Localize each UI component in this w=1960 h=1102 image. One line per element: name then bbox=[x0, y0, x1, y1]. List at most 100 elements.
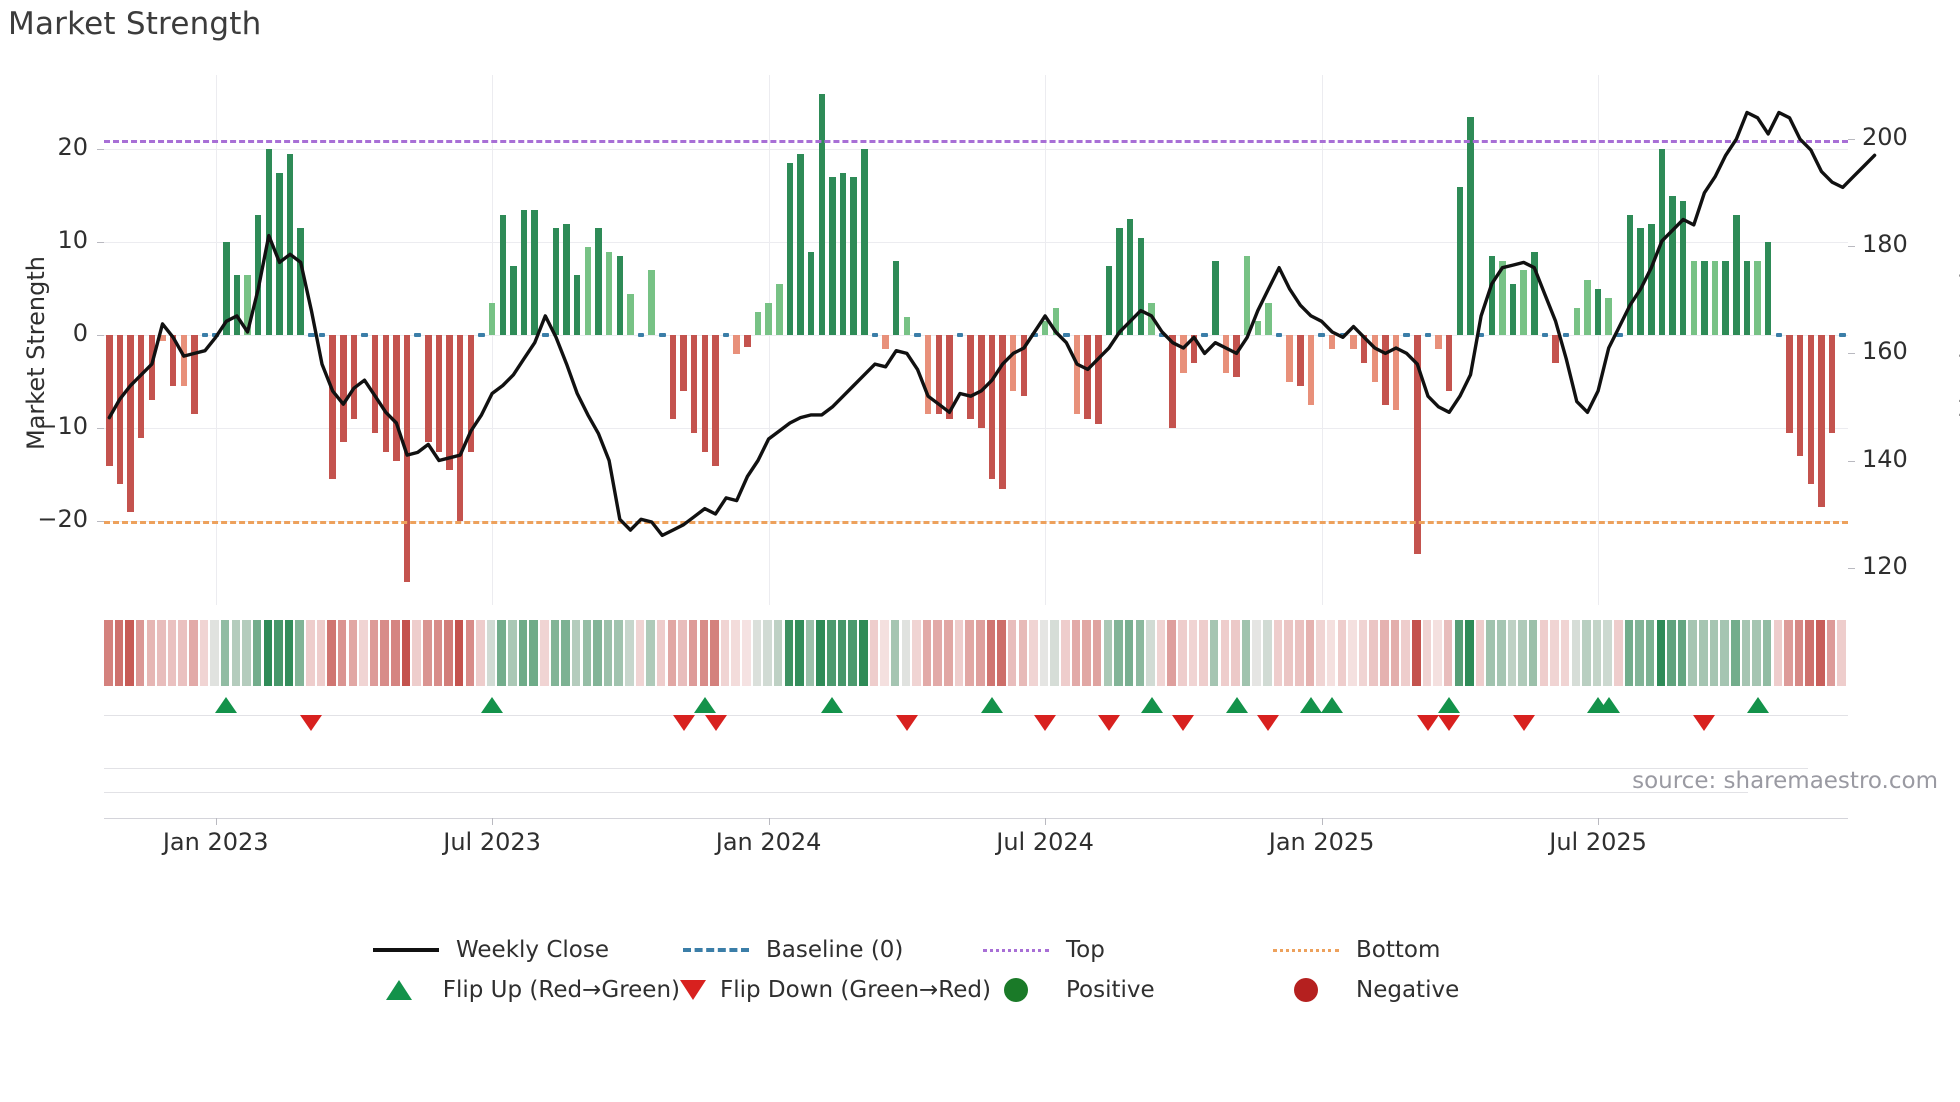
strength-bar bbox=[616, 256, 624, 336]
heatmap-cell bbox=[263, 620, 272, 686]
strength-bar bbox=[1701, 261, 1708, 336]
legend-item[interactable]: Negative bbox=[1270, 970, 1600, 1010]
strength-bar bbox=[1690, 261, 1698, 336]
heatmap-cell bbox=[1603, 620, 1612, 686]
strength-bar bbox=[276, 172, 283, 336]
heatmap-cell bbox=[454, 620, 464, 686]
heatmap-cell bbox=[242, 620, 251, 686]
heatmap-cell bbox=[1699, 620, 1708, 686]
heatmap-cell bbox=[433, 620, 443, 686]
strength-bar bbox=[488, 302, 496, 336]
legend-item[interactable]: Flip Up (Red→Green) bbox=[370, 970, 680, 1010]
heatmap-cell bbox=[1401, 620, 1410, 686]
heatmap-cell bbox=[1688, 620, 1697, 686]
heatmap-cell bbox=[423, 620, 432, 686]
y-axis-right-tick-mark bbox=[1848, 567, 1855, 569]
heatmap-cell bbox=[1486, 620, 1495, 686]
heatmap-cell bbox=[1794, 620, 1804, 686]
strength-bar bbox=[106, 335, 113, 466]
heatmap-cell bbox=[1475, 620, 1485, 686]
x-axis-tick-mark bbox=[492, 818, 494, 825]
heatmap-cell bbox=[306, 620, 315, 686]
heatmap-cell bbox=[1295, 620, 1304, 686]
heatmap-cell bbox=[848, 620, 857, 686]
strength-bar bbox=[148, 335, 156, 401]
flip-down-marker bbox=[300, 715, 323, 731]
baseline-segment bbox=[1063, 333, 1070, 338]
heatmap-cell bbox=[369, 620, 379, 686]
heatmap-cell bbox=[316, 620, 326, 686]
strength-bar bbox=[978, 335, 985, 429]
heatmap-cell bbox=[869, 620, 879, 686]
market-strength-plot bbox=[104, 75, 1877, 605]
legend-item[interactable]: Bottom bbox=[1270, 930, 1600, 970]
heatmap-cell bbox=[816, 620, 825, 686]
heatmap-cell bbox=[210, 620, 219, 686]
heatmap-cell bbox=[529, 620, 538, 686]
strength-bar bbox=[1233, 335, 1240, 378]
strength-bar bbox=[1435, 335, 1442, 350]
heatmap-cell bbox=[220, 620, 230, 686]
y-axis-left-tick-mark bbox=[97, 335, 104, 337]
strength-bar bbox=[1095, 335, 1102, 424]
x-gridline bbox=[1045, 75, 1047, 605]
heatmap-cell bbox=[635, 620, 645, 686]
flip-up-marker bbox=[1300, 697, 1322, 713]
strength-bar bbox=[584, 247, 592, 336]
strength-bar bbox=[1626, 214, 1634, 336]
heatmap-cell bbox=[795, 620, 804, 686]
strength-bar bbox=[1371, 335, 1379, 382]
strength-bar bbox=[946, 335, 953, 420]
strength-bar bbox=[1605, 298, 1612, 336]
gridline bbox=[104, 242, 1848, 244]
baseline-segment bbox=[914, 333, 921, 338]
baseline-segment bbox=[201, 333, 209, 338]
strength-bar bbox=[850, 177, 857, 336]
strength-bar bbox=[1243, 256, 1251, 336]
flip-marker-row bbox=[104, 690, 1848, 740]
strength-bar bbox=[1414, 335, 1421, 554]
strength-bar bbox=[510, 265, 517, 336]
strength-bar bbox=[254, 214, 262, 336]
heatmap-cell bbox=[880, 620, 889, 686]
heatmap-cell bbox=[1220, 620, 1230, 686]
strength-bar bbox=[1105, 265, 1113, 336]
flip-down-marker bbox=[704, 715, 727, 731]
heatmap-cell bbox=[922, 620, 932, 686]
strength-bar bbox=[1392, 335, 1400, 410]
heatmap-cell bbox=[954, 620, 964, 686]
heatmap-cell bbox=[1677, 620, 1687, 686]
strength-bar bbox=[882, 335, 889, 350]
legend-item[interactable]: Weekly Close bbox=[370, 930, 680, 970]
strength-bar bbox=[1584, 279, 1591, 336]
heatmap-cell bbox=[1358, 620, 1368, 686]
legend-item[interactable]: Top bbox=[980, 930, 1270, 970]
bottom-line-icon bbox=[1270, 948, 1342, 952]
heatmap-cell bbox=[1465, 620, 1474, 686]
heatmap-cell bbox=[337, 620, 347, 686]
strength-bar bbox=[297, 228, 304, 336]
heatmap-cell bbox=[1231, 620, 1240, 686]
baseline-segment bbox=[1839, 333, 1846, 338]
heatmap-cell bbox=[1752, 620, 1761, 686]
heatmap-cell bbox=[1029, 620, 1038, 686]
legend-item[interactable]: Positive bbox=[980, 970, 1270, 1010]
heatmap-cell bbox=[1443, 620, 1453, 686]
flip-up-marker bbox=[1225, 697, 1248, 713]
heatmap-cell bbox=[1624, 620, 1634, 686]
strength-bar bbox=[1445, 335, 1453, 392]
legend-item[interactable]: Baseline (0) bbox=[680, 930, 980, 970]
strength-bar bbox=[1116, 228, 1123, 336]
heatmap-cell bbox=[1018, 620, 1028, 686]
heatmap-cell bbox=[1816, 620, 1825, 686]
heatmap-cell bbox=[476, 620, 485, 686]
heatmap-cell bbox=[965, 620, 974, 686]
x-gridline bbox=[1321, 75, 1323, 605]
heatmap-cell bbox=[274, 620, 283, 686]
heatmap-cell bbox=[571, 620, 581, 686]
flip-down-marker bbox=[895, 715, 918, 731]
heatmap-cell bbox=[646, 620, 655, 686]
legend-item[interactable]: Flip Down (Green→Red) bbox=[680, 970, 991, 1010]
flip-up-marker bbox=[693, 697, 716, 713]
strength-bar bbox=[531, 209, 538, 336]
